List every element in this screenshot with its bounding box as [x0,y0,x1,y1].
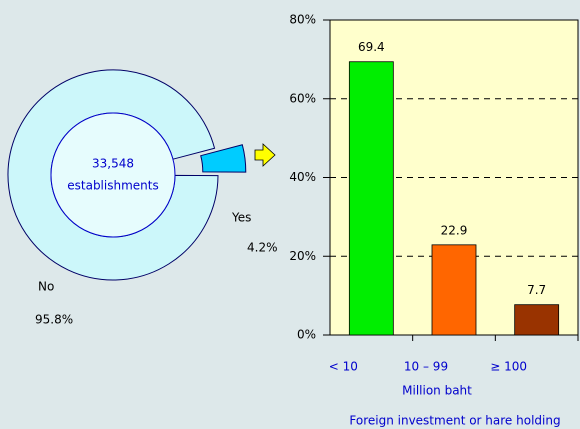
center-label: 33,548 [92,157,134,171]
y-tick-label: 80% [289,13,316,27]
x-tick-label: 10 – 99 [404,360,448,374]
arrow [254,143,276,167]
value-label: 69.4 [358,40,385,54]
bar [514,304,560,336]
center-label: establishments [67,179,158,193]
y-tick-label: 0% [297,328,316,342]
slice-value: 95.8% [35,313,73,327]
x-tick-label: < 10 [329,360,358,374]
x-tick-label: ≥ 100 [490,360,527,374]
value-label: 7.7 [527,283,546,297]
y-tick-label: 40% [289,170,316,184]
slice-label: Yes [231,211,251,225]
x-axis-label: Million baht [402,384,472,398]
bar [348,61,394,336]
value-label: 22.9 [441,223,468,237]
chart-title: Foreign investment or hare holding [349,414,560,428]
slice-value: 4.2% [247,241,278,255]
pie-center [50,112,176,238]
slice-label: No [38,280,54,294]
bar [431,244,477,336]
pie-slice [200,144,247,173]
y-tick-label: 60% [289,91,316,105]
y-tick-label: 20% [289,249,316,263]
